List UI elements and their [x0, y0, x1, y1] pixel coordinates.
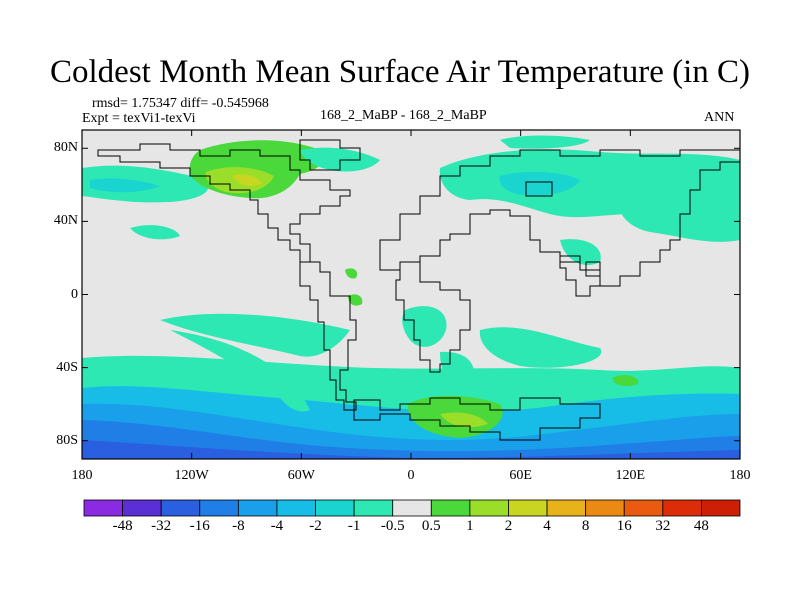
x-tick-label: 180 [71, 468, 93, 483]
colorbar-label: -16 [189, 518, 210, 534]
antarctica-outline [353, 397, 601, 441]
colorbar-swatch [430, 499, 471, 517]
east-asia-island-outline [525, 181, 553, 197]
colorbar-swatch [701, 499, 741, 517]
north-america-orange [232, 174, 262, 186]
southeast-asia-outline [585, 261, 601, 277]
colorbar-swatch [199, 499, 239, 517]
small-green-africa [348, 294, 363, 306]
x-tick-label: 60E [509, 468, 532, 483]
colorbar-label: -48 [112, 518, 133, 534]
north-pacific-blue [90, 178, 160, 193]
y-tick-label: 80S [56, 432, 78, 448]
colorbar-label: 4 [543, 518, 551, 534]
x-tick-label: 120W [174, 468, 209, 483]
y-tick-label: 80N [53, 140, 78, 156]
small-green-africa-2 [345, 268, 358, 279]
colorbar-swatch [662, 499, 702, 517]
pacific-midlat-patch [130, 225, 180, 240]
colorbar-label: 32 [655, 518, 671, 534]
colorbar-swatch [160, 499, 201, 517]
colorbar-swatch [122, 499, 162, 517]
season-label: ANN [704, 110, 735, 125]
south-atlantic-patch [440, 351, 474, 387]
south-band-deep [82, 440, 740, 459]
coastlines [97, 139, 740, 441]
colorbar-swatch [508, 499, 548, 517]
colorbar-label: -32 [151, 518, 172, 534]
eurasia-outline [379, 149, 740, 287]
colorbar-swatch [353, 499, 394, 517]
case-label: 168_2_MaBP - 168_2_MaBP [320, 108, 487, 123]
eurasia-blue [499, 171, 580, 196]
colorbar-swatch [315, 499, 355, 517]
india-patch [560, 239, 601, 266]
colorbar-label: 1 [466, 518, 474, 534]
y-tick-label: 40N [53, 213, 78, 229]
south-america-outline [299, 261, 357, 411]
small-green-south [612, 375, 639, 386]
y-tick-label: 40S [56, 359, 78, 375]
stats-line: rmsd= 1.75347 diff= -0.545968 [92, 96, 269, 111]
colorbar-label: 0.5 [421, 518, 441, 534]
expt-line: Expt = texVi1-texVi [82, 111, 196, 126]
colorbar-label: 16 [616, 518, 632, 534]
antarctic-yellow [440, 412, 488, 428]
temperature-field [82, 130, 740, 459]
colorbar-label: -2 [309, 518, 322, 534]
africa-outline [395, 261, 471, 373]
colorbar-label: -8 [232, 518, 245, 534]
colorbar-swatch [585, 499, 625, 517]
colorbar-swatch [237, 499, 278, 517]
africa-patch [402, 306, 447, 347]
x-tick-label: 180 [729, 468, 751, 483]
x-tick-label: 120E [615, 468, 646, 483]
colorbar-label: -1 [347, 518, 361, 534]
colorbar-swatch [546, 499, 587, 517]
colorbar-swatch [392, 499, 432, 517]
x-tick-label: 0 [407, 468, 415, 483]
south-band-darker [82, 420, 740, 459]
chart-title: Coldest Month Mean Surface Air Temperatu… [50, 54, 750, 90]
colorbar-label: 2 [504, 518, 513, 534]
axis-ticks [81, 130, 741, 459]
pacific-arc [170, 330, 310, 412]
colorbar-label: -0.5 [380, 518, 405, 534]
colorbar-swatch [83, 499, 123, 517]
colorbar [83, 499, 741, 517]
indian-ocean-patch [479, 327, 602, 368]
colorbar-swatch [623, 499, 664, 517]
greenland-outline [299, 139, 361, 171]
colorbar-label: 8 [581, 518, 590, 534]
arctic-patch [500, 135, 590, 149]
india-outline [559, 255, 601, 297]
colorbar-swatch [276, 499, 316, 517]
colorbar-label: 48 [693, 518, 709, 534]
south-pacific-tongue [160, 313, 350, 357]
north-america-outline [97, 143, 351, 263]
y-tick-label: 0 [71, 286, 78, 302]
colorbar-swatch [469, 499, 509, 517]
x-tick-label: 60W [287, 468, 315, 483]
colorbar-label: -4 [270, 518, 284, 534]
